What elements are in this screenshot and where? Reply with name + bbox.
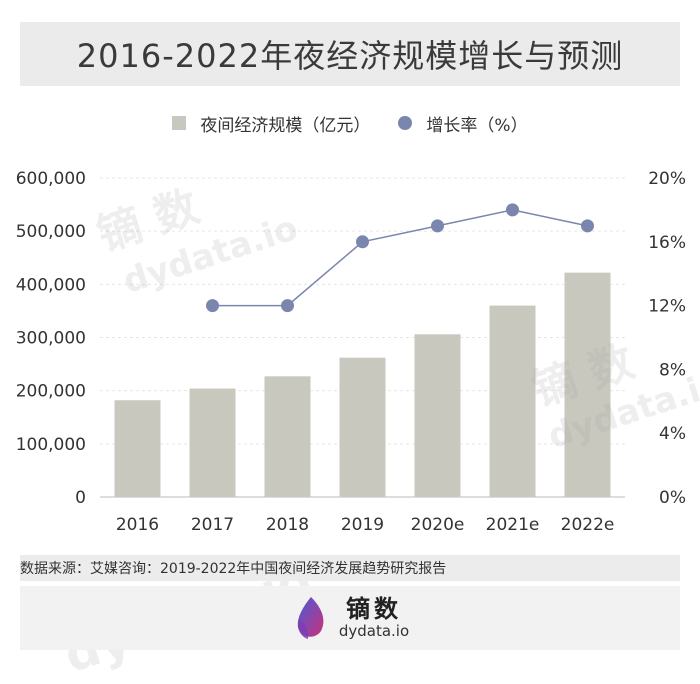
y-tick-label: 600,000 [16, 169, 86, 189]
y-tick-label: 200,000 [16, 382, 86, 402]
bar [339, 357, 386, 497]
y2-tick-label: 4% [659, 424, 686, 444]
legend-item-bar: 夜间经济规模（亿元） [172, 111, 370, 136]
y2-tick-label: 12% [648, 297, 686, 317]
bar [489, 305, 536, 497]
growth-point [206, 299, 219, 313]
growth-point [581, 219, 594, 233]
bar [564, 272, 611, 497]
y-tick-label: 100,000 [16, 435, 86, 455]
legend-bar-swatch [172, 116, 187, 130]
legend-bar-label: 夜间经济规模（亿元） [200, 115, 371, 136]
legend-line-label: 增长率（%） [426, 115, 528, 136]
y2-tick-label: 0% [659, 488, 686, 508]
y-tick-label: 500,000 [16, 222, 86, 242]
title-band: 2016-2022年夜经济规模增长与预测 [20, 22, 680, 86]
chart-title: 2016-2022年夜经济规模增长与预测 [76, 37, 624, 75]
source-note: 数据来源：艾媒咨询：2019-2022年中国夜间经济发展趋势研究报告 [20, 555, 680, 581]
bar [414, 334, 461, 497]
y-tick-label: 400,000 [16, 275, 86, 295]
y-tick-label: 0 [75, 488, 86, 508]
x-tick-label: 2022e [561, 515, 615, 535]
x-tick-label: 2020e [411, 515, 465, 535]
chart-plot: 0 100,000 200,000 300,000 400,000 500,000 600,… [16, 169, 686, 535]
x-tick-label: 2016 [116, 515, 159, 535]
growth-point [431, 219, 444, 233]
bar [189, 388, 236, 497]
legend-item-line: 增长率（%） [398, 111, 528, 136]
bar [264, 376, 311, 497]
brand-logo-icon [297, 597, 324, 639]
growth-point [281, 299, 294, 313]
y2-tick-label: 8% [659, 360, 686, 380]
growth-line [212, 209, 588, 307]
growth-point [356, 235, 369, 249]
x-tick-label: 2021e [486, 515, 540, 535]
growth-point [506, 203, 519, 217]
x-tick-label: 2018 [266, 515, 309, 535]
y-tick-label: 300,000 [16, 329, 86, 349]
y2-tick-label: 20% [648, 169, 686, 189]
legend-line-marker [398, 116, 413, 130]
legend: 夜间经济规模（亿元） 增长率（%） [0, 108, 700, 138]
y2-tick-label: 16% [648, 233, 686, 253]
brand: 镝数 dydata.io [291, 595, 409, 641]
x-tick-label: 2019 [341, 515, 384, 535]
x-tick-label: 2017 [191, 515, 234, 535]
brand-name: 镝数 [346, 595, 402, 623]
footer-band: 镝数 dydata.io [20, 586, 680, 650]
bar [114, 400, 161, 497]
source-text: 数据来源：艾媒咨询：2019-2022年中国夜间经济发展趋势研究报告 [20, 561, 447, 577]
brand-url: dydata.io [338, 622, 410, 640]
